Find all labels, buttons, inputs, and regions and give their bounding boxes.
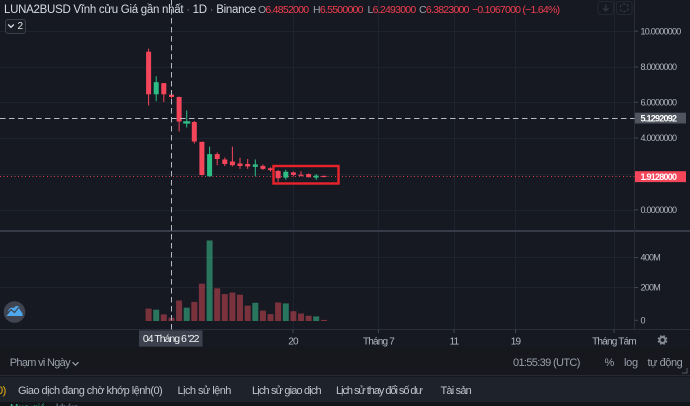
- svg-text:0: 0: [641, 316, 646, 326]
- svg-text:Tháng 7: Tháng 7: [363, 336, 395, 347]
- svg-text:11: 11: [450, 336, 460, 347]
- svg-text:8.0000000: 8.0000000: [641, 62, 678, 72]
- svg-text:6.0000000: 6.0000000: [641, 98, 678, 108]
- svg-text:19: 19: [511, 336, 522, 347]
- svg-text:10.0000000: 10.0000000: [641, 26, 682, 36]
- svg-text:1.9128000: 1.9128000: [641, 172, 678, 182]
- svg-text:200M: 200M: [641, 283, 661, 293]
- svg-text:4.0000000: 4.0000000: [641, 133, 678, 143]
- svg-text:5.1292092: 5.1292092: [641, 113, 678, 123]
- svg-text:0.0000000: 0.0000000: [641, 205, 678, 215]
- svg-text:20: 20: [288, 336, 299, 347]
- svg-text:Tháng Tám: Tháng Tám: [592, 336, 636, 347]
- svg-text:04 Tháng 6 '22: 04 Tháng 6 '22: [143, 333, 200, 345]
- svg-text:400M: 400M: [641, 253, 661, 263]
